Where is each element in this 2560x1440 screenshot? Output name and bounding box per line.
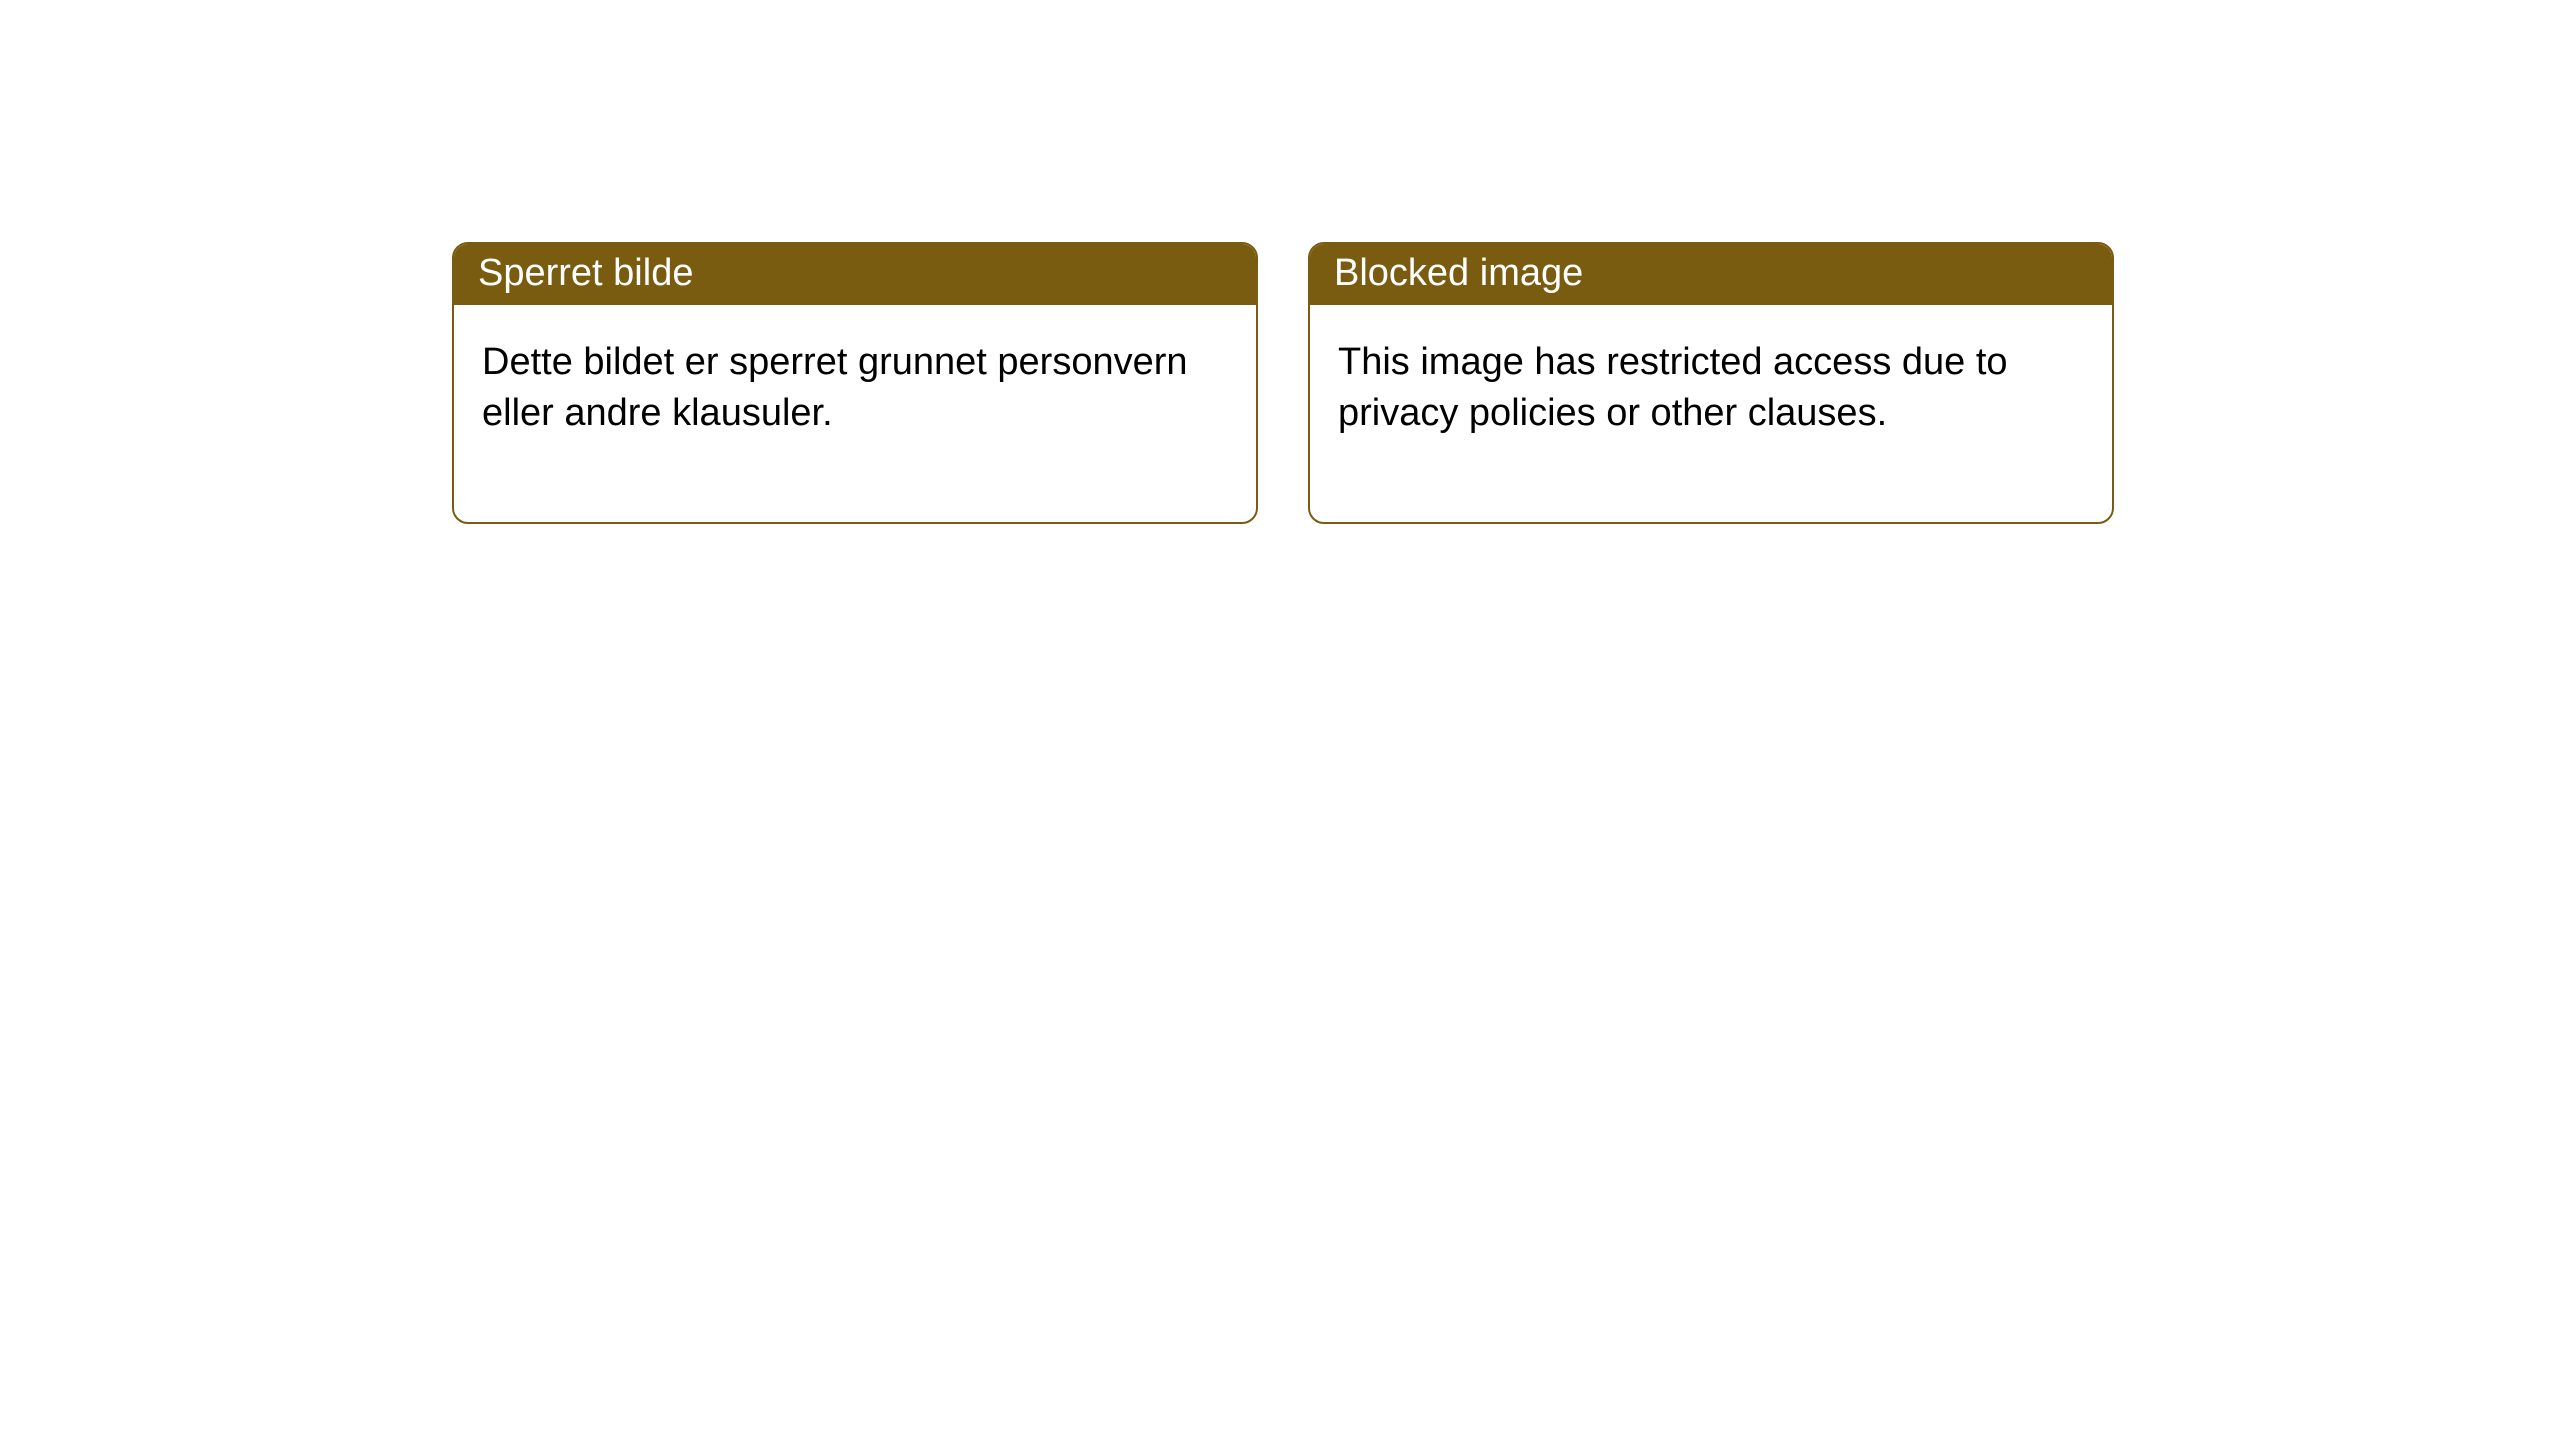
notice-body: This image has restricted access due to … (1310, 305, 2112, 522)
notice-body: Dette bildet er sperret grunnet personve… (454, 305, 1256, 522)
notice-title: Blocked image (1310, 244, 2112, 305)
notice-card-english: Blocked image This image has restricted … (1308, 242, 2114, 524)
notice-container: Sperret bilde Dette bildet er sperret gr… (0, 0, 2560, 524)
notice-title: Sperret bilde (454, 244, 1256, 305)
notice-card-norwegian: Sperret bilde Dette bildet er sperret gr… (452, 242, 1258, 524)
